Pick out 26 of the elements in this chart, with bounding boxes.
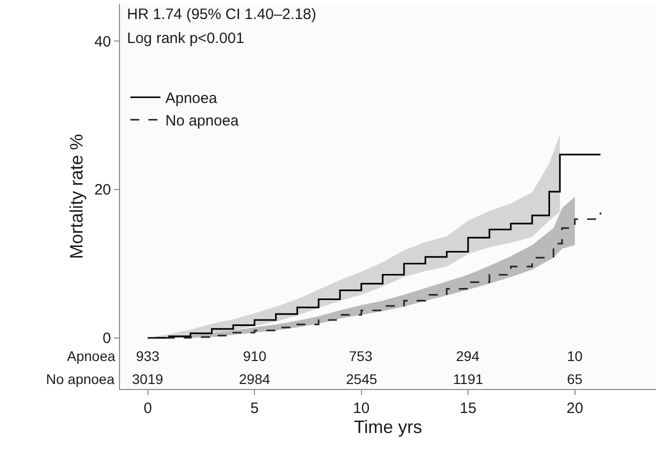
x-tick-label: 0 xyxy=(144,400,152,417)
annotation: 1191 xyxy=(453,371,484,387)
x-tick-label: 20 xyxy=(566,400,584,417)
text: Apnoea xyxy=(67,348,116,364)
x-tick-label: 5 xyxy=(250,400,259,417)
annotation: 753 xyxy=(349,348,373,364)
legend-label: Apnoea xyxy=(165,90,218,108)
x-tick-label: 10 xyxy=(352,400,370,417)
text: No apnoea xyxy=(46,371,115,387)
annotation: 10 xyxy=(567,348,583,364)
annotation: 294 xyxy=(456,348,480,364)
annotation: 933 xyxy=(136,348,160,364)
annotation: HR 1.74 (95% CI 1.40–2.18) xyxy=(127,6,316,23)
y-axis-title: Mortality rate % xyxy=(66,134,87,260)
annotation: 2984 xyxy=(239,371,270,387)
x-tick-label: 15 xyxy=(460,400,476,417)
annotation: 3019 xyxy=(132,371,164,387)
y-tick-label: 0 xyxy=(102,330,111,348)
y-tick-label: 40 xyxy=(94,33,111,50)
annotation: 65 xyxy=(567,371,583,387)
legend-label: No apnoea xyxy=(165,112,240,130)
annotation: Log rank p<0.001 xyxy=(127,30,244,47)
annotation: 910 xyxy=(243,348,267,364)
y-tick-label: 20 xyxy=(94,182,111,199)
x-axis-title: Time yrs xyxy=(354,417,422,438)
annotation: 2545 xyxy=(346,371,378,387)
